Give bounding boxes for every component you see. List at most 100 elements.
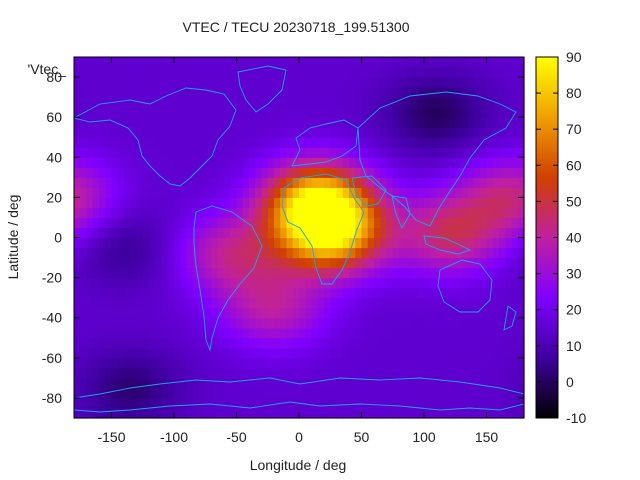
heatmap-cell — [217, 347, 225, 359]
heatmap-cell — [505, 177, 513, 188]
heatmap-cell — [436, 197, 444, 209]
heatmap-cell — [111, 337, 119, 349]
heatmap-cell — [430, 107, 438, 118]
heatmap-cell — [86, 297, 94, 309]
heatmap-cell — [436, 137, 444, 148]
heatmap-cell — [211, 137, 219, 148]
colorbar-tick-label: 80 — [566, 85, 582, 101]
heatmap-cell — [217, 377, 225, 389]
heatmap-cell — [449, 67, 456, 78]
coastline-greenland — [237, 65, 287, 113]
heatmap-cell — [261, 387, 269, 399]
heatmap-cell — [511, 107, 519, 118]
heatmap-cell — [311, 347, 319, 359]
heatmap-cell — [111, 57, 119, 68]
heatmap-cell — [392, 297, 400, 309]
heatmap-cell — [124, 337, 131, 349]
heatmap-cell — [355, 337, 363, 349]
heatmap-cell — [274, 227, 281, 239]
heatmap-cell — [511, 277, 519, 289]
heatmap-cell — [411, 367, 419, 379]
heatmap-cell — [349, 387, 356, 399]
heatmap-cell — [105, 367, 113, 379]
heatmap-cell — [517, 217, 525, 229]
heatmap-cell — [311, 307, 319, 319]
heatmap-cell — [224, 347, 231, 359]
heatmap-cell — [349, 287, 356, 299]
heatmap-cell — [474, 127, 481, 138]
heatmap-cell — [361, 57, 369, 68]
heatmap-cell — [80, 187, 88, 198]
heatmap-cell — [74, 207, 81, 219]
heatmap-cell — [255, 207, 263, 219]
heatmap-cell — [367, 297, 375, 309]
heatmap-cell — [361, 297, 369, 309]
heatmap-cell — [349, 167, 356, 178]
heatmap-cell — [336, 187, 344, 198]
heatmap-cell — [130, 347, 138, 359]
heatmap-cell — [492, 87, 500, 98]
heatmap-cell — [292, 117, 300, 128]
heatmap-cell — [249, 267, 256, 279]
heatmap-cell — [267, 57, 275, 68]
heatmap-cell — [117, 147, 125, 158]
heatmap-cell — [417, 317, 425, 329]
heatmap-cell — [317, 367, 325, 379]
heatmap-cell — [224, 377, 231, 389]
heatmap-cell — [430, 407, 438, 419]
heatmap-cell — [305, 67, 313, 78]
heatmap-cell — [517, 57, 525, 68]
heatmap-cell — [280, 267, 288, 279]
heatmap-cell — [99, 217, 106, 229]
colorbar-tick-label: 20 — [566, 302, 582, 318]
heatmap-cell — [261, 67, 269, 78]
heatmap-cell — [186, 137, 194, 148]
heatmap-cell — [461, 267, 469, 279]
heatmap-cell — [455, 287, 463, 299]
heatmap-cell — [367, 317, 375, 329]
heatmap-cell — [155, 377, 163, 389]
heatmap-cell — [155, 207, 163, 219]
heatmap-cell — [349, 397, 356, 409]
heatmap-cell — [386, 277, 394, 289]
heatmap-cell — [311, 157, 319, 168]
heatmap-cell — [392, 217, 400, 229]
heatmap-cell — [480, 137, 488, 148]
heatmap-cell — [361, 127, 369, 138]
heatmap-cell — [236, 377, 244, 389]
heatmap-cell — [86, 87, 94, 98]
heatmap-cell — [255, 107, 263, 118]
heatmap-cell — [205, 367, 213, 379]
heatmap-cell — [405, 377, 413, 389]
heatmap-cell — [230, 357, 238, 369]
heatmap-cell — [105, 397, 113, 409]
heatmap-cell — [274, 97, 281, 108]
heatmap-cell — [467, 277, 475, 289]
heatmap-cell — [130, 247, 138, 259]
heatmap-cell — [311, 77, 319, 88]
heatmap-cell — [455, 257, 463, 269]
heatmap-cell — [124, 87, 131, 98]
heatmap-cell — [299, 297, 306, 309]
heatmap-cell — [124, 297, 131, 309]
heatmap-cell — [480, 257, 488, 269]
heatmap-cell — [167, 327, 175, 339]
heatmap-cell — [86, 387, 94, 399]
heatmap-cell — [361, 357, 369, 369]
heatmap-cell — [380, 217, 388, 229]
heatmap-cell — [249, 367, 256, 379]
heatmap-cell — [392, 167, 400, 178]
heatmap-cell — [80, 227, 88, 239]
heatmap-cell — [255, 337, 263, 349]
heatmap-cell — [274, 77, 281, 88]
heatmap-cell — [305, 267, 313, 279]
coastline-arabia — [351, 175, 387, 207]
heatmap-cell — [249, 307, 256, 319]
heatmap-cell — [167, 277, 175, 289]
heatmap-cell — [205, 347, 213, 359]
heatmap-cell — [311, 187, 319, 198]
heatmap-cell — [399, 67, 406, 78]
heatmap-cell — [99, 287, 106, 299]
heatmap-cell — [161, 227, 169, 239]
heatmap-cell — [330, 217, 338, 229]
